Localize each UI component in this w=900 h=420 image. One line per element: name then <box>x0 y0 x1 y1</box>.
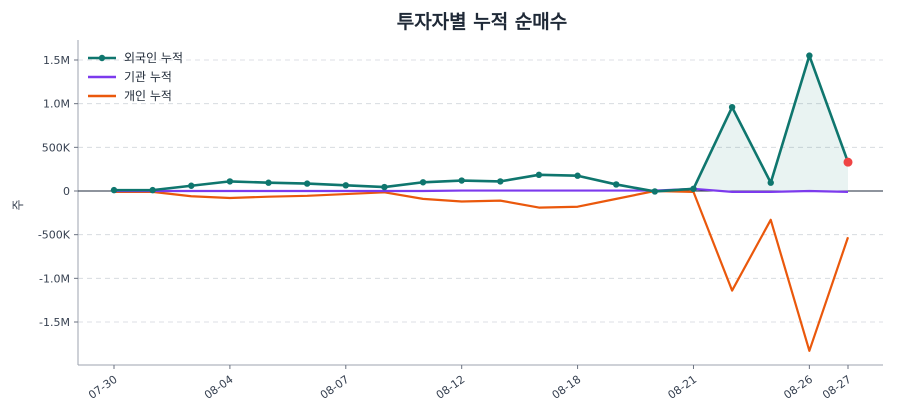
x-tick-labels: 07-30 08-04 08-07 08-12 08-18 08-21 08-26 08-27 <box>86 365 854 402</box>
data-point <box>303 180 311 187</box>
axes <box>77 40 883 366</box>
y-tick-labels: 1.5M 1.0M 500K 0 -500K -1.0M -1.5M <box>38 54 78 329</box>
legend-label: 개인 누적 <box>124 89 172 103</box>
x-tick-label: 08-07 <box>318 373 352 402</box>
data-point <box>535 171 543 179</box>
x-tick-label: 08-27 <box>820 373 854 402</box>
y-tick-label: -500K <box>38 229 71 242</box>
chart-title: 투자자별 누적 순매수 <box>397 11 568 33</box>
legend-label: 기관 누적 <box>124 70 172 84</box>
x-tick-label: 08-04 <box>202 373 236 402</box>
data-point <box>728 103 736 111</box>
data-point <box>188 182 195 189</box>
series-line <box>114 189 850 352</box>
data-point <box>458 177 465 184</box>
series-line <box>114 187 849 193</box>
series-line <box>114 54 850 193</box>
legend-marker <box>98 54 106 62</box>
x-tick-label: 08-12 <box>434 373 468 402</box>
shaded-area <box>693 55 848 192</box>
data-point <box>226 178 234 185</box>
data-point <box>613 181 620 188</box>
data-point <box>574 172 581 179</box>
x-tick-label: 08-26 <box>781 373 815 402</box>
x-tick-label: 08-18 <box>550 373 584 402</box>
data-point <box>342 182 349 189</box>
data-point <box>419 179 427 186</box>
foreign-shaded-area <box>693 55 848 192</box>
series-lines <box>110 52 853 352</box>
data-point <box>806 52 813 59</box>
data-point <box>110 186 118 194</box>
y-tick-label: 500K <box>42 141 71 154</box>
x-tick-label: 08-21 <box>666 373 700 402</box>
y-tick-label: 0 <box>63 185 70 198</box>
data-point <box>265 179 272 186</box>
y-tick-label: -1.0M <box>39 272 70 285</box>
highlight-point <box>843 157 853 167</box>
data-point <box>149 186 156 194</box>
y-tick-label: -1.5M <box>39 316 70 329</box>
data-point <box>651 188 659 195</box>
data-point <box>381 183 388 191</box>
legend-label: 외국인 누적 <box>124 51 183 65</box>
data-point <box>690 185 697 193</box>
x-tick-label: 07-30 <box>86 373 120 402</box>
y-axis-label: 주 <box>11 199 25 210</box>
y-tick-label: 1.0M <box>43 98 70 111</box>
data-point <box>767 179 774 186</box>
y-tick-label: 1.5M <box>43 54 70 67</box>
data-point <box>497 178 504 185</box>
